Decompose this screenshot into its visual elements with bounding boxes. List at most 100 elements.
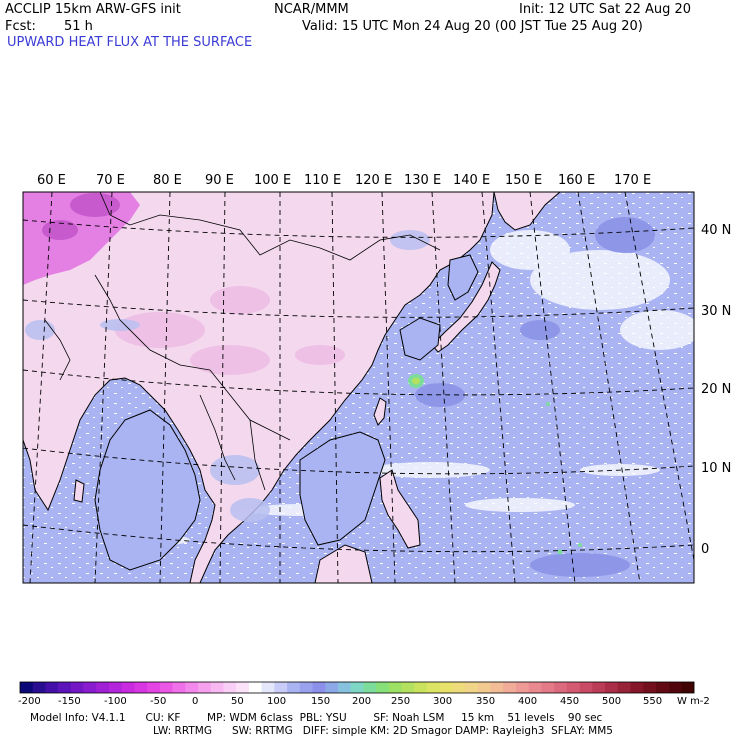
land-blue-patches bbox=[25, 230, 430, 522]
footer-physics-info: LW: RRTMG SW: RRTMG DIFF: simple KM: 2D … bbox=[153, 725, 613, 737]
colorbar-swatch bbox=[465, 682, 479, 693]
colorbar-tick-label: 100 bbox=[267, 696, 286, 707]
colorbar-swatch bbox=[223, 682, 237, 693]
lat-label: 30 N bbox=[701, 304, 731, 319]
lon-label: 120 E bbox=[355, 173, 392, 188]
colorbar-tick-label: 200 bbox=[352, 696, 371, 707]
colorbar-swatch bbox=[376, 682, 390, 693]
green-spots bbox=[546, 402, 582, 555]
colorbar-swatch bbox=[159, 682, 173, 693]
lon-label: 160 E bbox=[558, 173, 595, 188]
lon-label: 80 E bbox=[153, 173, 182, 188]
valid-time: Valid: 15 UTC Mon 24 Aug 20 (00 JST Tue … bbox=[302, 19, 643, 34]
colorbar-swatch bbox=[83, 682, 97, 693]
lat-label: 0 bbox=[701, 542, 709, 557]
colorbar-swatch bbox=[668, 682, 682, 693]
colorbar-swatch bbox=[45, 682, 59, 693]
colorbar-swatch bbox=[515, 682, 529, 693]
lon-label: 150 E bbox=[505, 173, 542, 188]
lat-label: 10 N bbox=[701, 461, 731, 476]
colorbar-tick-label: 500 bbox=[602, 696, 621, 707]
colorbar-swatch bbox=[554, 682, 568, 693]
land-kamchatka bbox=[493, 192, 561, 231]
colorbar-tick-label: 350 bbox=[476, 696, 495, 707]
land-borneo bbox=[314, 544, 373, 583]
lon-label: 70 E bbox=[96, 173, 125, 188]
colorbar bbox=[20, 682, 695, 693]
plot-area bbox=[23, 192, 694, 583]
land-philippines bbox=[379, 469, 421, 549]
colorbar-swatch bbox=[134, 682, 148, 693]
colorbar-swatch bbox=[388, 682, 402, 693]
colorbar-swatch bbox=[643, 682, 657, 693]
field-title: UPWARD HEAT FLUX AT THE SURFACE bbox=[7, 35, 253, 50]
colorbar-swatch bbox=[109, 682, 123, 693]
colorbar-swatch bbox=[439, 682, 453, 693]
org-label: NCAR/MMM bbox=[274, 2, 349, 17]
sea-japan bbox=[447, 254, 479, 301]
colorbar-tick-label: 50 bbox=[231, 696, 244, 707]
colorbar-swatch bbox=[287, 682, 301, 693]
colorbar-swatch bbox=[325, 682, 339, 693]
colorbar-swatch bbox=[147, 682, 161, 693]
land-japan bbox=[431, 261, 501, 353]
colorbar-swatch bbox=[236, 682, 250, 693]
colorbar-swatch bbox=[121, 682, 135, 693]
fcst-label: Fcst: bbox=[5, 19, 36, 34]
colorbar-swatch bbox=[248, 682, 262, 693]
plot-frame bbox=[22, 191, 695, 584]
land-masses bbox=[23, 192, 561, 583]
colorbar-swatch bbox=[617, 682, 631, 693]
colorbar-swatch bbox=[490, 682, 504, 693]
lon-label: 100 E bbox=[254, 173, 291, 188]
colorbar-swatch bbox=[426, 682, 440, 693]
colorbar-swatch bbox=[681, 682, 695, 693]
colorbar-swatch bbox=[312, 682, 326, 693]
colorbar-swatch bbox=[630, 682, 644, 693]
colorbar-swatch bbox=[566, 682, 580, 693]
colorbar-swatch bbox=[528, 682, 542, 693]
colorbar-swatch bbox=[579, 682, 593, 693]
colorbar-unit: W m-2 bbox=[677, 696, 710, 707]
colorbar-tick-label: 0 bbox=[192, 696, 198, 707]
colorbar-swatch bbox=[210, 682, 224, 693]
typhoon-hotspot bbox=[408, 374, 424, 388]
colorbar-swatch bbox=[414, 682, 428, 693]
colorbar-labels: -200 -150 -100 -50 0 50 100 150 200 250 … bbox=[18, 696, 710, 707]
colorbar-swatch bbox=[299, 682, 313, 693]
colorbar-swatch bbox=[198, 682, 212, 693]
lon-labels: 60 E 70 E 80 E 90 E 100 E 110 E 120 E 13… bbox=[37, 173, 651, 188]
colorbar-tick-label: -150 bbox=[58, 696, 81, 707]
colorbar-tick-label: -100 bbox=[104, 696, 127, 707]
colorbar-swatch bbox=[185, 682, 199, 693]
colorbar-swatch bbox=[274, 682, 288, 693]
colorbar-tick-label: 150 bbox=[311, 696, 330, 707]
map-grid bbox=[23, 192, 694, 583]
colorbar-swatch bbox=[401, 682, 415, 693]
lon-label: 140 E bbox=[453, 173, 490, 188]
colorbar-tick-label: -200 bbox=[18, 696, 41, 707]
land-asia bbox=[23, 192, 495, 583]
lat-label: 20 N bbox=[701, 382, 731, 397]
inner-seas bbox=[94, 254, 479, 571]
lon-label: 60 E bbox=[37, 173, 66, 188]
footer-model-info: Model Info: V4.1.1 CU: KF MP: WDM 6class… bbox=[30, 712, 603, 724]
colorbar-swatch bbox=[337, 682, 351, 693]
colorbar-swatch bbox=[604, 682, 618, 693]
colorbar-swatch bbox=[172, 682, 186, 693]
lat-label: 40 N bbox=[701, 223, 731, 238]
colorbar-swatch bbox=[592, 682, 606, 693]
colorbar-swatch bbox=[503, 682, 517, 693]
colorbar-swatch bbox=[261, 682, 275, 693]
fcst-value: 51 h bbox=[64, 19, 93, 34]
colorbar-swatch bbox=[96, 682, 110, 693]
land-srilanka bbox=[73, 479, 85, 503]
colorbar-tick-label: 550 bbox=[643, 696, 662, 707]
colorbar-tick-label: -50 bbox=[150, 696, 166, 707]
high-flux-core bbox=[42, 193, 120, 240]
colorbar-tick-label: 450 bbox=[560, 696, 579, 707]
lon-label: 90 E bbox=[205, 173, 234, 188]
colorbar-swatch bbox=[350, 682, 364, 693]
sea-east-china bbox=[399, 317, 441, 361]
